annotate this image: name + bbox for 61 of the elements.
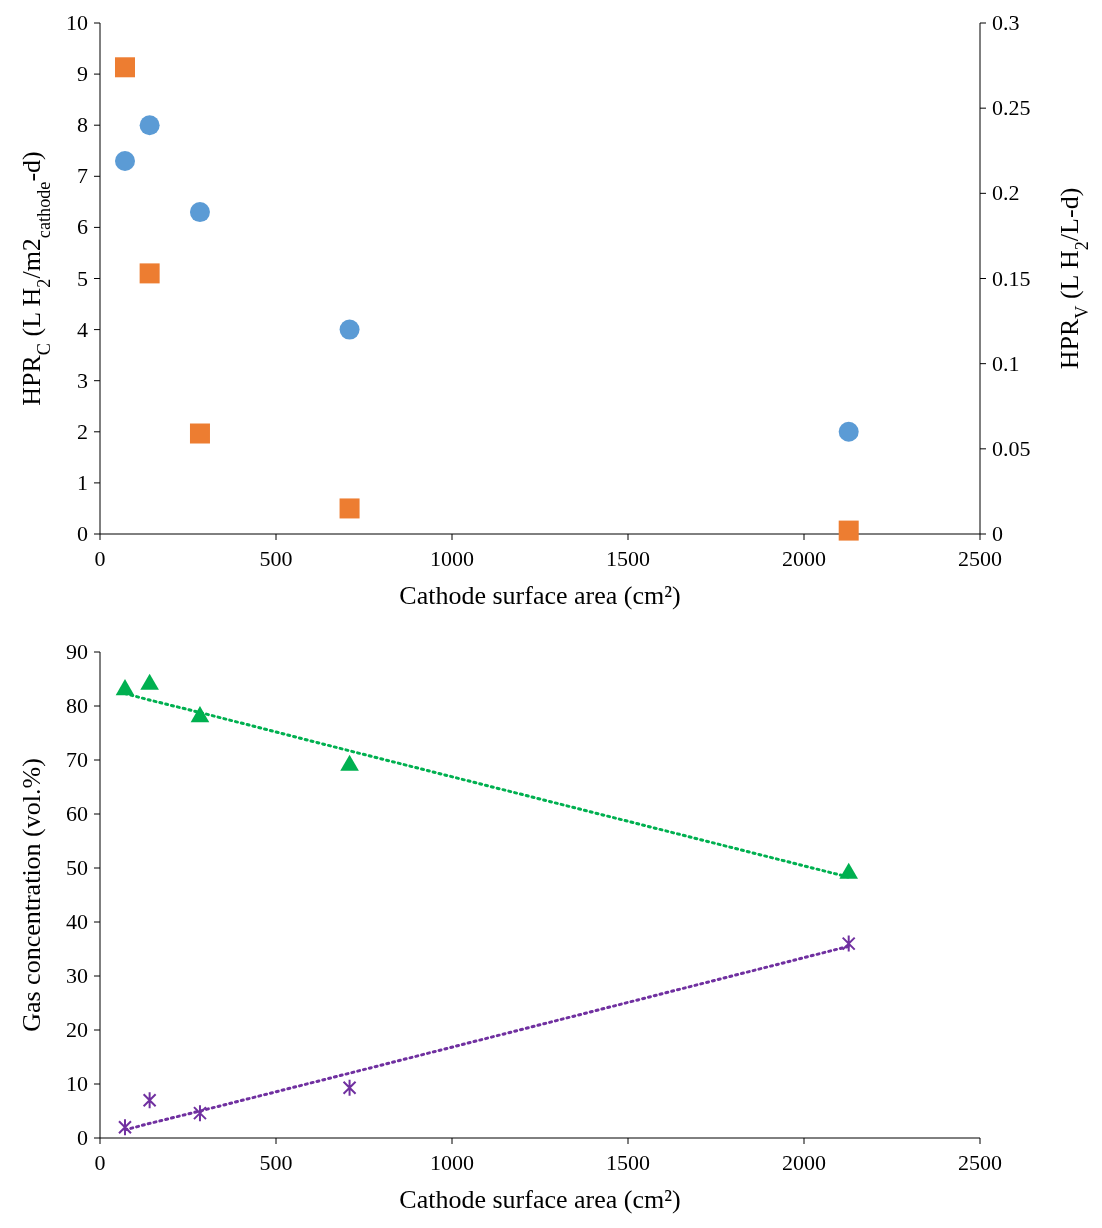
y-tick-label: 1 [77,469,88,495]
y-tick-label: 60 [66,801,88,826]
y2-tick-label: 0.05 [992,435,1031,461]
y-tick-label: 70 [66,747,88,772]
y-tick-label: 40 [66,909,88,934]
x-tick-label: 500 [259,1150,293,1175]
y-tick-label: 7 [77,163,88,189]
x-tick-label: 2500 [958,546,1002,571]
y-tick-label: 20 [66,1017,88,1042]
point [339,498,360,519]
y-tick-label: 10 [66,1071,88,1096]
point [839,862,859,879]
x-axis-title: Cathode surface area (cm²) [399,1185,681,1214]
x-tick-label: 1000 [430,1150,474,1175]
y2-tick-label: 0.15 [992,265,1031,291]
y-tick-label: 5 [77,265,88,291]
x-tick-label: 2000 [782,1150,826,1175]
y-tick-label: 4 [77,316,88,342]
y2-tick-label: 0.25 [992,95,1031,121]
point [192,1104,207,1123]
y-tick-label: 6 [77,214,88,240]
point [841,934,856,953]
y-tick-label: 90 [66,639,88,664]
y-tick-label: 8 [77,112,88,138]
y-tick-label: 10 [66,10,88,35]
y-tick-label: 0 [77,1125,88,1150]
x-tick-label: 0 [94,1150,106,1175]
point [838,421,859,442]
y2-tick-label: 0.2 [992,180,1020,206]
x-tick-label: 2500 [958,1150,1002,1175]
y-axis-title: Gas concentration (vol.%) [17,758,46,1032]
point [342,1078,357,1097]
y-tick-label: 9 [77,61,88,87]
x-tick-label: 1500 [606,546,650,571]
point [339,319,360,340]
x-axis-title: Cathode surface area (cm²) [399,581,681,610]
point [189,423,210,444]
y2-tick-label: 0.1 [992,350,1020,376]
y2-tick-label: 0 [992,521,1003,546]
x-tick-label: 1000 [430,546,474,571]
x-tick-label: 1500 [606,1150,650,1175]
point [142,1091,157,1110]
point [139,263,160,284]
y2-tick-label: 0.3 [992,10,1020,35]
point [114,150,135,171]
point [140,673,159,690]
y-tick-label: 80 [66,693,88,718]
y-tick-label: 2 [77,418,88,444]
y-tick-label: 3 [77,367,88,393]
point [114,57,135,78]
point [189,202,210,223]
x-tick-label: 0 [94,546,106,571]
x-tick-label: 2000 [782,546,826,571]
x-tick-label: 500 [259,546,293,571]
y-tick-label: 30 [66,963,88,988]
point [838,520,859,541]
point [139,115,160,136]
point [340,754,359,771]
point [117,1118,132,1137]
y-tick-label: 0 [77,521,88,546]
y-tick-label: 50 [66,855,88,880]
